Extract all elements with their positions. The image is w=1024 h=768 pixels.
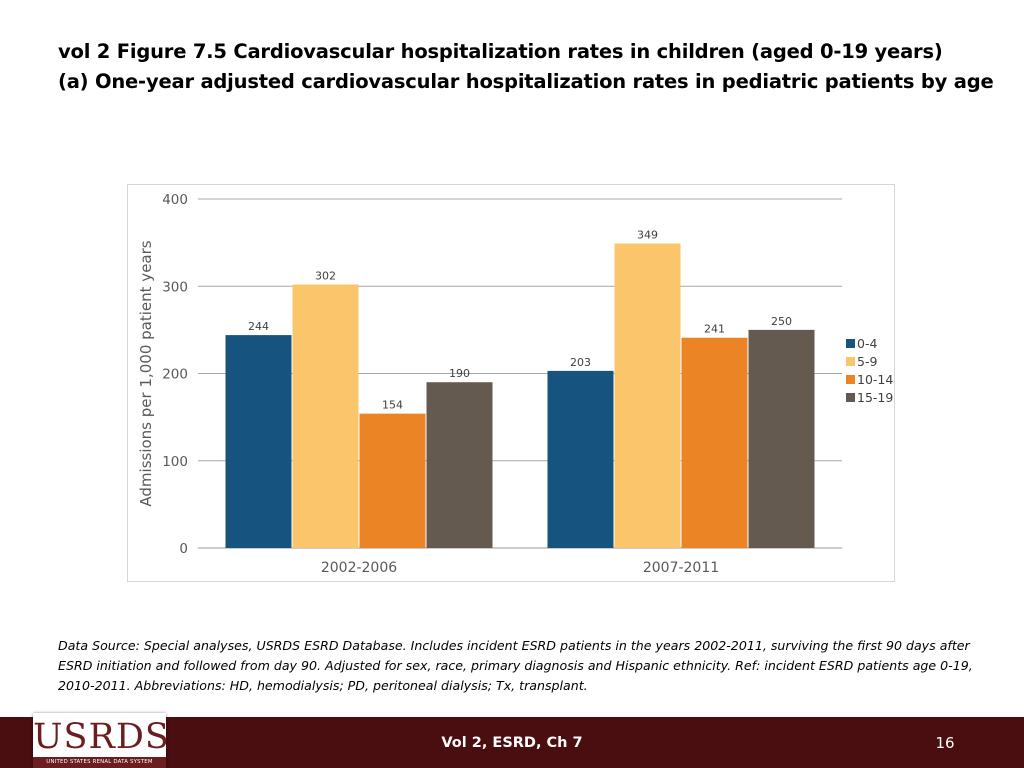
legend-swatch-0-4 bbox=[846, 339, 855, 348]
data-label: 203 bbox=[570, 356, 591, 369]
bar-chart: 0 100 200 300 400 Admissions per 1,000 patien… bbox=[137, 192, 893, 576]
y-tick-label: 0 bbox=[179, 541, 188, 557]
footer-volume-label: Vol 2, ESRD, Ch 7 bbox=[441, 735, 583, 751]
legend-swatch-15-19 bbox=[846, 393, 855, 402]
legend-swatch-10-14 bbox=[846, 375, 855, 384]
x-category-label: 2007-2011 bbox=[643, 560, 719, 576]
data-label: 190 bbox=[449, 367, 470, 380]
x-category-label: 2002-2006 bbox=[321, 560, 397, 576]
y-tick-label: 300 bbox=[162, 279, 188, 295]
bar-10-14-2002-2006 bbox=[359, 413, 426, 548]
title-line-1: vol 2 Figure 7.5 Cardiovascular hospital… bbox=[58, 40, 943, 63]
logo-text: USRDS bbox=[33, 717, 170, 757]
data-source-note: Data Source: Special analyses, USRDS ESR… bbox=[58, 638, 973, 693]
data-label: 154 bbox=[382, 399, 403, 412]
chart-frame: 0 100 200 300 400 Admissions per 1,000 patien… bbox=[127, 184, 895, 582]
data-label: 241 bbox=[704, 323, 725, 336]
y-axis-label: Admissions per 1,000 patient years bbox=[137, 240, 155, 506]
bar-15-19-2002-2006 bbox=[426, 382, 493, 548]
bar-0-4-2007-2011 bbox=[547, 370, 614, 548]
legend-swatch-5-9 bbox=[846, 357, 855, 366]
y-tick-label: 200 bbox=[162, 367, 188, 383]
title-line-2: (a) One-year adjusted cardiovascular hos… bbox=[58, 70, 994, 93]
bar-0-4-2002-2006 bbox=[225, 335, 292, 548]
data-label: 302 bbox=[315, 270, 336, 283]
slide-title: vol 2 Figure 7.5 Cardiovascular hospital… bbox=[58, 37, 998, 97]
bar-5-9-2002-2006 bbox=[292, 284, 359, 548]
bar-10-14-2007-2011 bbox=[681, 337, 748, 548]
legend-label: 5-9 bbox=[857, 354, 877, 369]
legend-label: 0-4 bbox=[857, 336, 877, 351]
logo-subtitle: UNITED STATES RENAL DATA SYSTEM bbox=[33, 757, 166, 768]
legend-label: 15-19 bbox=[857, 390, 893, 405]
data-label: 250 bbox=[771, 315, 792, 328]
data-label: 349 bbox=[637, 228, 658, 241]
data-label: 244 bbox=[248, 320, 269, 333]
usrds-logo: USRDS UNITED STATES RENAL DATA SYSTEM bbox=[33, 713, 170, 768]
bar-5-9-2007-2011 bbox=[614, 243, 681, 548]
y-tick-label: 400 bbox=[162, 192, 188, 208]
page-number: 16 bbox=[935, 734, 955, 752]
y-tick-label: 100 bbox=[162, 454, 188, 470]
bar-15-19-2007-2011 bbox=[748, 329, 815, 548]
legend-label: 10-14 bbox=[857, 372, 893, 387]
footer-bar bbox=[0, 717, 1024, 768]
